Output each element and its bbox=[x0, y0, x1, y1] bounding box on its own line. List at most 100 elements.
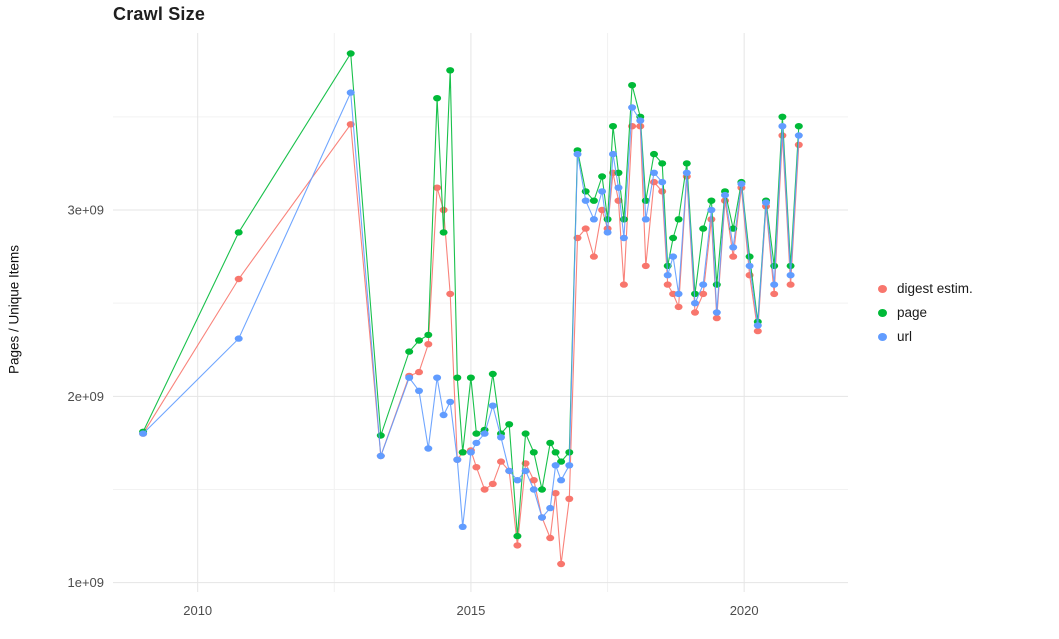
data-point bbox=[770, 290, 779, 298]
data-point bbox=[745, 253, 754, 260]
data-point bbox=[682, 169, 691, 176]
data-point bbox=[581, 225, 590, 232]
data-point bbox=[674, 290, 683, 298]
data-point bbox=[557, 477, 566, 484]
data-point bbox=[439, 206, 448, 214]
data-point bbox=[589, 253, 598, 260]
data-point bbox=[614, 184, 623, 191]
data-point bbox=[589, 216, 598, 223]
data-point bbox=[737, 180, 746, 188]
data-point bbox=[424, 331, 433, 339]
data-point bbox=[458, 523, 467, 530]
data-point bbox=[538, 514, 546, 521]
data-point bbox=[663, 281, 672, 288]
data-point bbox=[453, 374, 462, 381]
data-point bbox=[424, 445, 433, 452]
legend-label-digest: digest estim. bbox=[897, 281, 973, 296]
data-point bbox=[346, 89, 355, 96]
data-point bbox=[745, 262, 754, 270]
digest-series-dot-icon bbox=[878, 284, 887, 293]
data-point bbox=[753, 322, 762, 329]
data-point bbox=[794, 132, 803, 139]
data-point bbox=[786, 281, 795, 288]
data-point bbox=[472, 439, 481, 447]
data-point bbox=[589, 197, 598, 204]
x-tick-label: 2015 bbox=[456, 603, 485, 618]
legend-label-page: page bbox=[897, 305, 928, 320]
data-point bbox=[346, 50, 355, 57]
data-point bbox=[699, 225, 708, 232]
data-point bbox=[641, 262, 650, 270]
y-tick-label: 2e+09 bbox=[67, 389, 104, 404]
data-point bbox=[565, 462, 574, 469]
data-point bbox=[439, 411, 448, 419]
data-point bbox=[794, 123, 803, 130]
data-point bbox=[433, 184, 442, 191]
data-point bbox=[707, 197, 716, 204]
data-point bbox=[557, 458, 566, 465]
data-point bbox=[669, 253, 678, 260]
data-point bbox=[551, 449, 560, 456]
data-point bbox=[669, 290, 678, 298]
legend-item-url: url bbox=[878, 329, 973, 344]
data-point bbox=[581, 188, 590, 195]
data-point bbox=[636, 117, 645, 124]
data-point bbox=[439, 229, 448, 236]
data-point bbox=[415, 387, 423, 394]
data-point bbox=[753, 327, 762, 335]
data-point bbox=[770, 262, 779, 270]
data-point bbox=[472, 430, 481, 437]
data-point bbox=[488, 480, 497, 488]
data-point bbox=[619, 281, 628, 288]
data-point bbox=[529, 486, 538, 493]
data-point bbox=[415, 368, 423, 376]
url-series-dot-icon bbox=[878, 332, 887, 341]
data-point bbox=[521, 430, 530, 437]
data-point bbox=[424, 341, 433, 348]
y-axis-title: Pages / Unique Items bbox=[6, 244, 22, 375]
data-point bbox=[466, 449, 475, 456]
data-point bbox=[603, 216, 612, 223]
data-point bbox=[480, 430, 489, 437]
data-point bbox=[712, 281, 721, 288]
data-point bbox=[712, 314, 721, 322]
data-point bbox=[513, 532, 522, 540]
data-point bbox=[139, 430, 148, 437]
data-point bbox=[529, 449, 538, 456]
data-point bbox=[641, 216, 650, 223]
data-point bbox=[598, 188, 607, 195]
data-point bbox=[513, 477, 522, 484]
data-point bbox=[598, 173, 607, 180]
data-point bbox=[658, 178, 667, 186]
data-point bbox=[405, 348, 414, 355]
data-point bbox=[538, 486, 546, 493]
data-point bbox=[674, 303, 683, 311]
data-point bbox=[609, 123, 617, 130]
data-point bbox=[234, 275, 243, 283]
page-title: Crawl Size bbox=[113, 4, 206, 24]
data-point bbox=[712, 309, 721, 316]
data-point bbox=[433, 95, 442, 102]
data-point bbox=[699, 290, 708, 298]
data-point bbox=[497, 458, 505, 465]
data-point bbox=[573, 150, 582, 158]
data-point bbox=[546, 504, 555, 512]
data-point bbox=[488, 370, 497, 378]
data-point bbox=[721, 191, 729, 199]
data-point bbox=[691, 300, 699, 307]
data-point bbox=[415, 337, 423, 344]
y-tick-label: 1e+09 bbox=[67, 575, 104, 590]
data-point bbox=[551, 462, 560, 469]
data-point bbox=[603, 229, 612, 236]
data-point bbox=[513, 542, 522, 549]
data-point bbox=[628, 82, 637, 89]
data-point bbox=[674, 216, 683, 223]
data-point bbox=[729, 244, 738, 251]
data-point bbox=[497, 434, 505, 441]
data-point bbox=[551, 490, 560, 497]
data-point bbox=[707, 206, 716, 214]
data-point bbox=[565, 495, 574, 502]
data-point bbox=[663, 272, 672, 279]
data-point bbox=[505, 421, 514, 428]
